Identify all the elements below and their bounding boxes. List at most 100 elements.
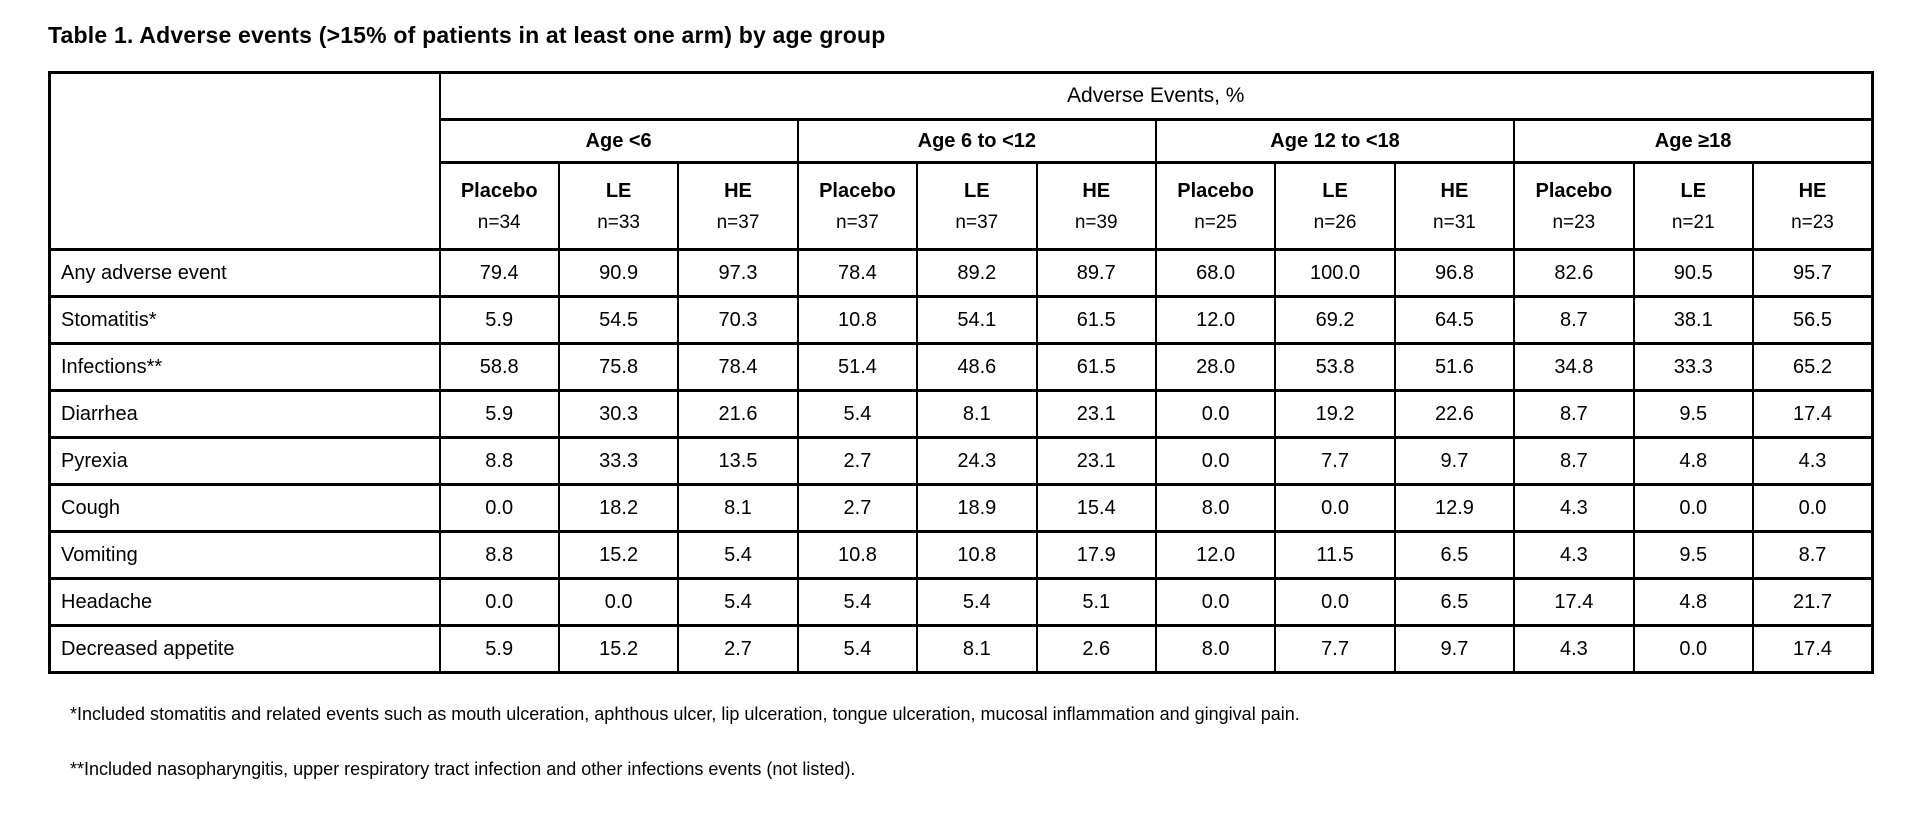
cell-value: 17.4	[1751, 389, 1874, 439]
cell-value: 12.9	[1393, 483, 1516, 533]
age-group-header: Age ≥18	[1513, 118, 1874, 164]
arm-name: LE	[1680, 180, 1707, 202]
arm-header-cell: LE n=26	[1274, 161, 1396, 251]
table-row: Decreased appetite 5.9 15.2 2.7 5.4 8.1 2.6 8.0…	[48, 624, 1874, 674]
cell-value: 2.7	[796, 436, 919, 486]
row-label: Infections**	[48, 342, 441, 392]
cell-value: 78.4	[796, 248, 919, 298]
table-body: Any adverse event 79.4 90.9 97.3 78.4 89.2 89.…	[48, 248, 1874, 674]
spanner-row: Adverse Events, %	[48, 71, 1874, 251]
cell-value: 6.5	[1393, 577, 1516, 627]
arm-n-count: n=31	[1433, 212, 1476, 233]
cell-value: 12.0	[1154, 530, 1277, 580]
cell-value: 5.4	[796, 389, 919, 439]
cell-value: 19.2	[1274, 389, 1396, 439]
cell-value: 65.2	[1751, 342, 1874, 392]
cell-value: 10.8	[796, 530, 919, 580]
cell-value: 8.8	[438, 436, 560, 486]
cell-value: 0.0	[1154, 577, 1277, 627]
cell-value: 23.1	[1035, 436, 1157, 486]
cell-value: 0.0	[438, 577, 560, 627]
cell-value: 5.9	[438, 389, 560, 439]
cell-value: 61.5	[1035, 295, 1157, 345]
footnote-stomatitis: *Included stomatitis and related events …	[70, 704, 1300, 724]
row-label: Vomiting	[48, 530, 441, 580]
cell-value: 17.4	[1751, 624, 1874, 674]
cell-value: 4.3	[1513, 483, 1635, 533]
cell-value: 30.3	[557, 389, 680, 439]
table-row: Headache 0.0 0.0 5.4 5.4 5.4 5.1 0.0 0.0 6.5 17.4 4…	[48, 577, 1874, 627]
cell-value: 8.7	[1513, 436, 1635, 486]
cell-value: 0.0	[1751, 483, 1874, 533]
cell-value: 18.9	[916, 483, 1038, 533]
arm-header-cell: LE n=21	[1632, 161, 1754, 251]
arm-name: HE	[1082, 180, 1111, 202]
arm-name: Placebo	[1535, 180, 1613, 202]
cell-value: 8.0	[1154, 624, 1277, 674]
arm-n-count: n=37	[955, 212, 999, 233]
arm-name: Placebo	[819, 180, 896, 202]
arm-header-cell: HE n=37	[677, 161, 799, 251]
cell-value: 61.5	[1035, 342, 1157, 392]
cell-value: 5.4	[677, 577, 799, 627]
row-label: Diarrhea	[48, 389, 441, 439]
cell-value: 18.2	[557, 483, 680, 533]
table-title: Table 1. Adverse events (>15% of patient…	[48, 22, 886, 48]
age-group-header: Age <6	[438, 118, 799, 164]
cell-value: 7.7	[1274, 624, 1396, 674]
cell-value: 11.5	[1274, 530, 1396, 580]
arm-header-cell: HE n=23	[1751, 161, 1874, 251]
cell-value: 8.0	[1154, 483, 1277, 533]
arm-header-cell: Placebo n=34	[438, 161, 560, 251]
arm-name: HE	[724, 180, 752, 202]
spanner-header: Adverse Events, %	[438, 71, 1874, 121]
cell-value: 0.0	[1274, 577, 1396, 627]
arm-header-cell: LE n=37	[916, 161, 1038, 251]
cell-value: 34.8	[1513, 342, 1635, 392]
cell-value: 51.6	[1393, 342, 1516, 392]
cell-value: 2.7	[796, 483, 919, 533]
row-label: Decreased appetite	[48, 624, 441, 674]
cell-value: 5.4	[916, 577, 1038, 627]
cell-value: 6.5	[1393, 530, 1516, 580]
cell-value: 17.9	[1035, 530, 1157, 580]
cell-value: 15.4	[1035, 483, 1157, 533]
table-row: Cough 0.0 18.2 8.1 2.7 18.9 15.4 8.0 0.0 12.9 4.3 0…	[48, 483, 1874, 533]
row-label: Headache	[48, 577, 441, 627]
cell-value: 5.1	[1035, 577, 1157, 627]
cell-value: 9.7	[1393, 436, 1516, 486]
table-row: Stomatitis* 5.9 54.5 70.3 10.8 54.1 61.5 12.0 69…	[48, 295, 1874, 345]
table-row: Vomiting 8.8 15.2 5.4 10.8 10.8 17.9 12.0 11.5 6.…	[48, 530, 1874, 580]
cell-value: 17.4	[1513, 577, 1635, 627]
cell-value: 10.8	[916, 530, 1038, 580]
age-group-header: Age 6 to <12	[796, 118, 1157, 164]
arm-n-count: n=21	[1671, 212, 1715, 233]
arm-header-cell: HE n=39	[1035, 161, 1157, 251]
cell-value: 79.4	[438, 248, 560, 298]
cell-value: 2.6	[1035, 624, 1157, 674]
adverse-events-table: Adverse Events, % Age <6 Age 6 to <12 Ag…	[48, 71, 1874, 674]
row-label: Pyrexia	[48, 436, 441, 486]
cell-value: 82.6	[1513, 248, 1635, 298]
arm-header-row: Placebo n=34 LE n=33 HE n=37 Placebo n=37 LE n=37…	[50, 161, 1874, 251]
cell-value: 21.7	[1751, 577, 1874, 627]
cell-value: 54.1	[916, 295, 1038, 345]
footnotes: *Included stomatitis and related events …	[48, 704, 1876, 780]
cell-value: 4.3	[1513, 624, 1635, 674]
cell-value: 0.0	[1154, 389, 1277, 439]
cell-value: 53.8	[1274, 342, 1396, 392]
arm-name: HE	[1798, 180, 1827, 202]
age-group-header: Age 12 to <18	[1154, 118, 1516, 164]
cell-value: 5.4	[677, 530, 799, 580]
cell-value: 89.2	[916, 248, 1038, 298]
cell-value: 97.3	[677, 248, 799, 298]
arm-name: LE	[605, 180, 632, 202]
cell-value: 10.8	[796, 295, 919, 345]
arm-name: LE	[964, 180, 990, 202]
cell-value: 12.0	[1154, 295, 1277, 345]
cell-value: 9.5	[1632, 530, 1754, 580]
cell-value: 13.5	[677, 436, 799, 486]
cell-value: 5.4	[796, 624, 919, 674]
cell-value: 64.5	[1393, 295, 1516, 345]
arm-n-count: n=37	[836, 212, 879, 233]
